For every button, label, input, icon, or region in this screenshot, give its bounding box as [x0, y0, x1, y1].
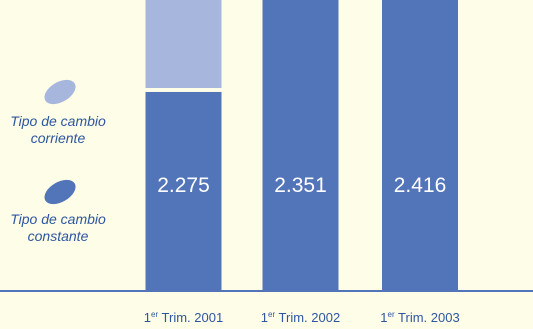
legend-swatch-1: [44, 79, 76, 105]
bar-constant-label-3: 2.416: [394, 174, 447, 197]
bar-constant-label-2: 2.351: [274, 174, 327, 197]
bar-constant-2: [262, 0, 339, 292]
bar-constant-label-1: 2.275: [157, 174, 210, 197]
x-tick-label-3: 1er Trim. 2003: [380, 310, 459, 325]
bar-current-1: [145, 0, 222, 88]
x-tick-label-1: 1er Trim. 2001: [144, 310, 223, 325]
legend-label-2: Tipo de cambio constante: [10, 211, 106, 244]
x-tick-label-2: 1er Trim. 2002: [261, 310, 340, 325]
bar-constant-1: [145, 91, 222, 292]
legend-swatch-2: [44, 179, 76, 205]
bar-constant-3: [382, 0, 458, 291]
legend-label-1: Tipo de cambio corriente: [10, 113, 106, 146]
